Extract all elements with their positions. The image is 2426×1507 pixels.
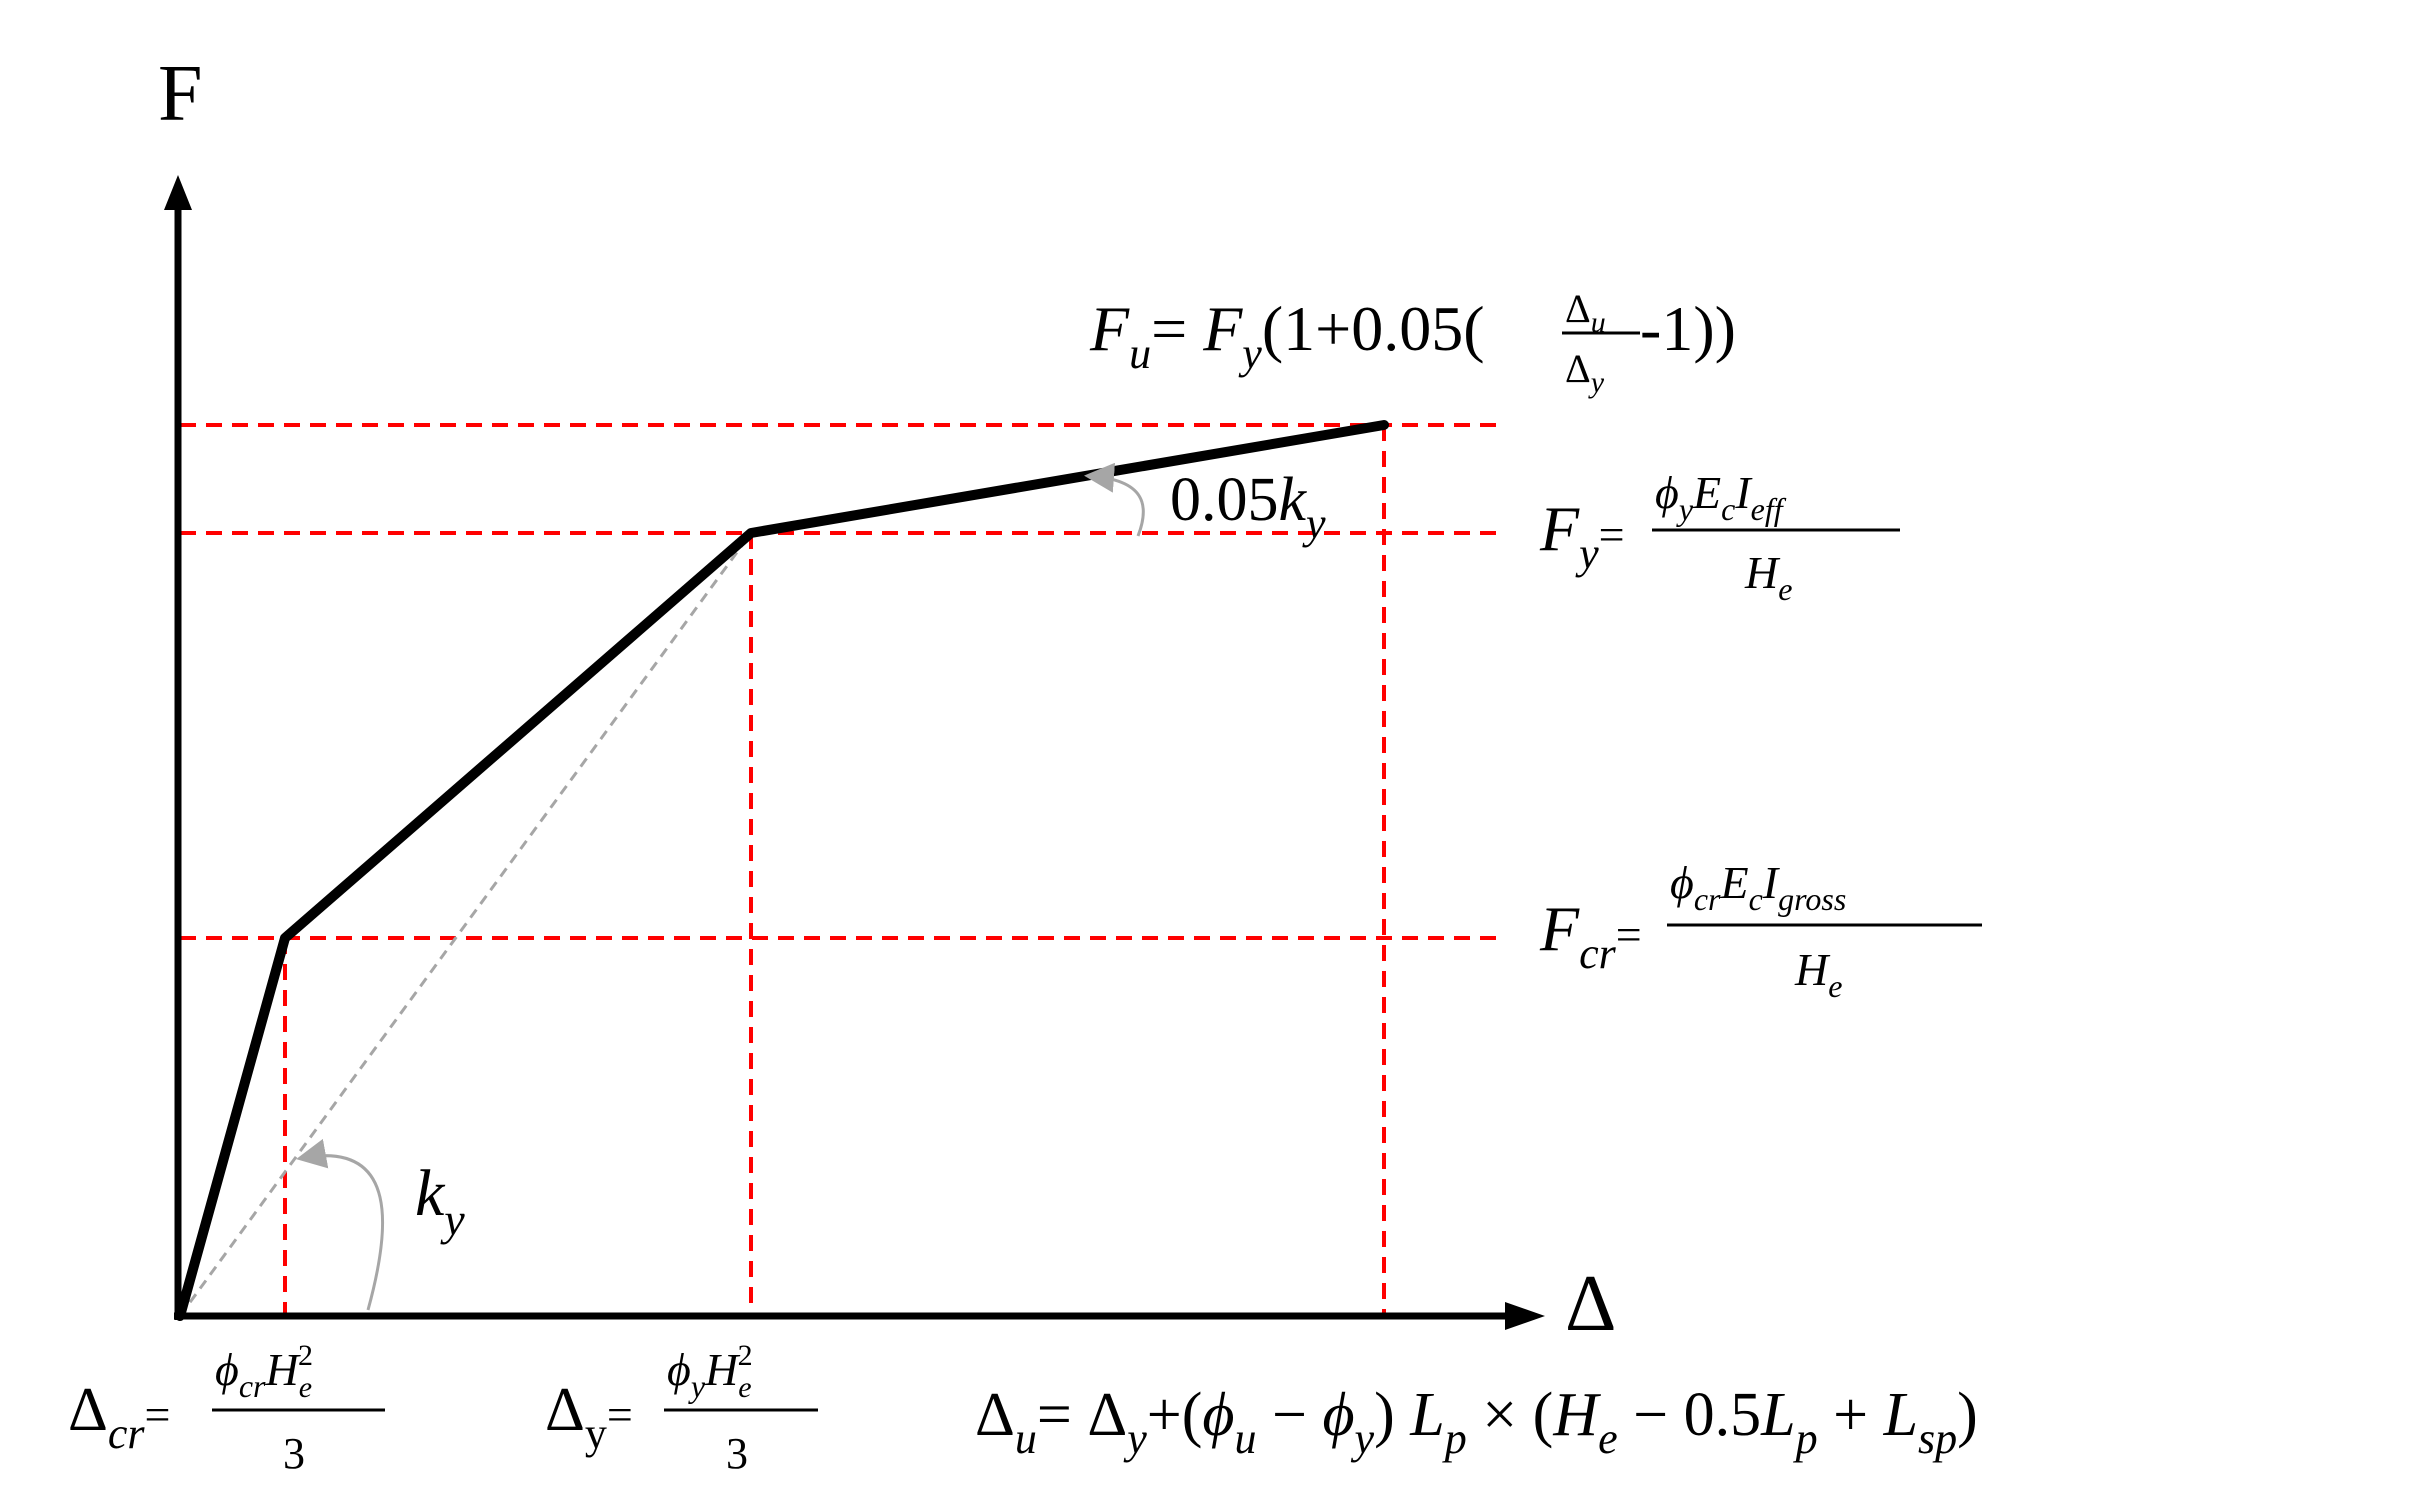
du-equation: Δu= Δy+(ϕu − ϕy) Lp × (He − 0.5Lp + Lsp) <box>975 1381 1978 1463</box>
fu-equation: Fu= Fy(1+0.05( Δu Δy -1)) <box>1089 286 1736 399</box>
post-yield-annotation-arc <box>1084 462 1145 537</box>
y-axis-label: F <box>158 50 203 138</box>
fcr-fraction-denominator: He <box>1794 944 1842 1004</box>
fu-fraction-denominator: Δy <box>1565 346 1605 399</box>
axes <box>164 175 1545 1330</box>
fy-equation-left: Fy= <box>1539 493 1625 578</box>
ky-annotation-arc <box>296 1138 385 1311</box>
fu-equation-left: Fu= Fy(1+0.05( <box>1089 293 1485 378</box>
dcr-fraction-numerator: ϕcrHe2 <box>215 1339 313 1404</box>
dy-fraction-denominator: 3 <box>726 1429 748 1478</box>
fcr-fraction-numerator: ϕcrEcIgross <box>1670 857 1846 917</box>
dcr-fraction-denominator: 3 <box>283 1429 305 1478</box>
guide-lines <box>180 423 1500 1316</box>
dcr-equation-left: Δcr= <box>68 1376 170 1458</box>
force-displacement-curve <box>175 420 1389 1321</box>
fy-fraction-numerator: ϕyEcIeff <box>1655 467 1787 527</box>
fy-fraction-denominator: He <box>1744 547 1792 607</box>
dy-equation: Δy= ϕyHe2 3 <box>545 1339 818 1478</box>
ky-label: ky <box>415 1157 465 1245</box>
x-axis-arrowhead <box>1505 1302 1545 1330</box>
secant-stiffness-line <box>178 532 753 1317</box>
fcr-equation-left: Fcr= <box>1539 893 1642 978</box>
fu-fraction-numerator: Δu <box>1565 286 1606 339</box>
fcr-equation: Fcr= ϕcrEcIgross He <box>1539 857 1982 1004</box>
fu-equation-right: -1)) <box>1640 293 1736 364</box>
y-axis-arrowhead <box>164 175 192 210</box>
dy-fraction-numerator: ϕyHe2 <box>667 1339 753 1404</box>
x-axis-label: Δ <box>1565 1260 1616 1348</box>
dy-equation-left: Δy= <box>545 1376 633 1458</box>
fy-equation: Fy= ϕyEcIeff He <box>1539 467 1900 607</box>
post-yield-stiffness-label: 0.05ky <box>1170 466 1326 548</box>
dcr-equation: Δcr= ϕcrHe2 3 <box>68 1339 385 1478</box>
